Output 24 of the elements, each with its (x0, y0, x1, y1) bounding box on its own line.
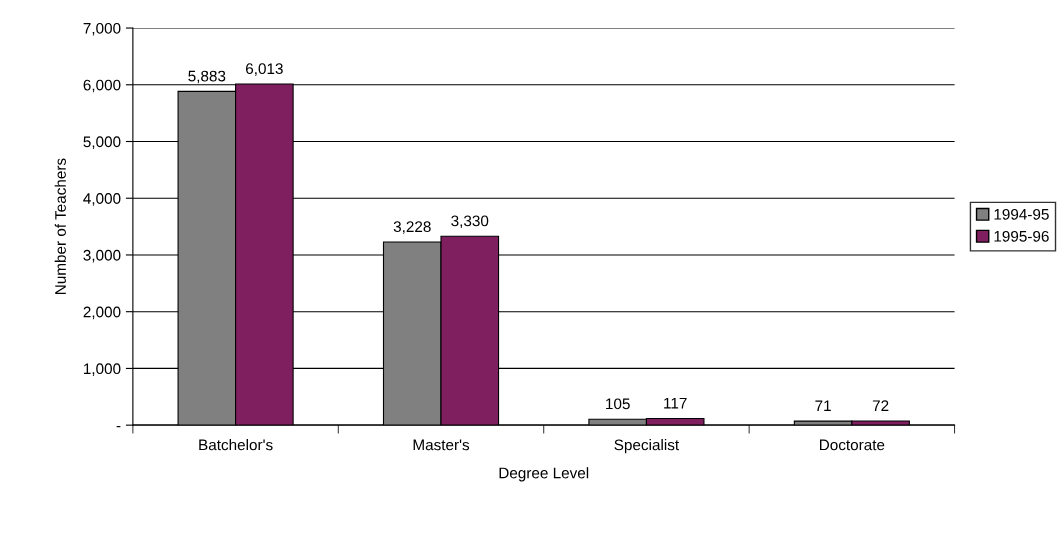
data-label: 3,330 (451, 215, 489, 229)
data-label: 117 (664, 397, 687, 409)
y-tick-label: - (116, 426, 121, 428)
x-axis-title: Degree Level (499, 467, 589, 482)
data-label: 3,228 (393, 221, 431, 234)
data-label: 71 (815, 400, 831, 412)
data-label: 105 (606, 398, 630, 410)
x-tick-label: Batchelor's (199, 439, 273, 451)
x-tick-label: Doctorate (820, 439, 885, 451)
legend-label: 1995-96 (994, 230, 1049, 242)
y-tick-label: 3,000 (83, 249, 121, 263)
y-tick-label: 1,000 (84, 363, 121, 376)
data-label: 6,013 (246, 63, 283, 76)
y-axis-title: Number of Teachers (54, 158, 66, 294)
x-tick-label: Master's (413, 439, 470, 451)
y-tick-label: 7,000 (83, 22, 121, 36)
data-label: 72 (872, 400, 889, 411)
y-tick-label: 2,000 (83, 306, 121, 320)
y-tick-label: 4,000 (83, 193, 121, 206)
data-label: 5,883 (188, 70, 226, 84)
legend-label: 1994-95 (994, 208, 1049, 220)
x-tick-label: Specialist (614, 439, 680, 454)
y-tick-label: 6,000 (83, 79, 121, 93)
y-tick-label: 5,000 (83, 136, 121, 149)
